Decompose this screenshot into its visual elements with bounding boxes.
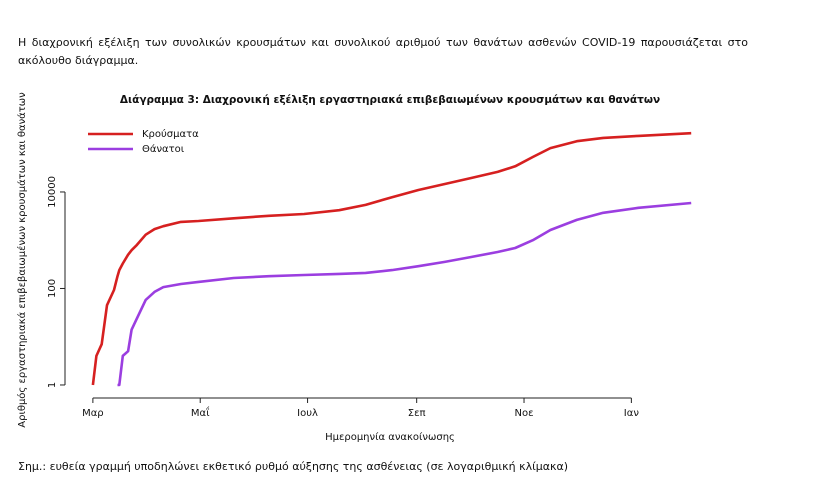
chart: Διάγραμμα 3: Διαχρονική εξέλιξη εργαστηρ… <box>16 92 692 443</box>
note-text: Σημ.: ευθεία γραμμή υποδηλώνει εκθετικό … <box>18 460 569 473</box>
chart-title: Διάγραμμα 3: Διαχρονική εξέλιξη εργαστηρ… <box>120 94 660 106</box>
legend-label: Θάνατοι <box>142 143 185 155</box>
intro-text: Η διαχρονική εξέλιξη των συνολικών κρουσ… <box>18 36 748 67</box>
series-line <box>91 131 692 386</box>
x-tick-label: Ιουλ <box>297 408 318 419</box>
y-axis-label: Αριθμός εργαστηριακά επιβεβαιωμένων κρου… <box>16 92 28 428</box>
x-tick-label: Μαΐ <box>191 405 210 419</box>
y-tick-label: 100 <box>47 279 58 298</box>
x-tick-label: Νοε <box>515 408 534 419</box>
x-axis-label: Ημερομηνία ανακοίνωσης <box>325 431 455 443</box>
legend-label: Κρούσματα <box>142 128 199 140</box>
x-tick-label: Σεπ <box>408 408 426 419</box>
y-tick-label: 1 <box>47 382 58 388</box>
x-tick-label: Ιαν <box>624 408 640 419</box>
x-tick-label: Μαρ <box>82 408 104 419</box>
series-line <box>117 201 692 387</box>
y-tick-label: 10000 <box>47 176 58 208</box>
